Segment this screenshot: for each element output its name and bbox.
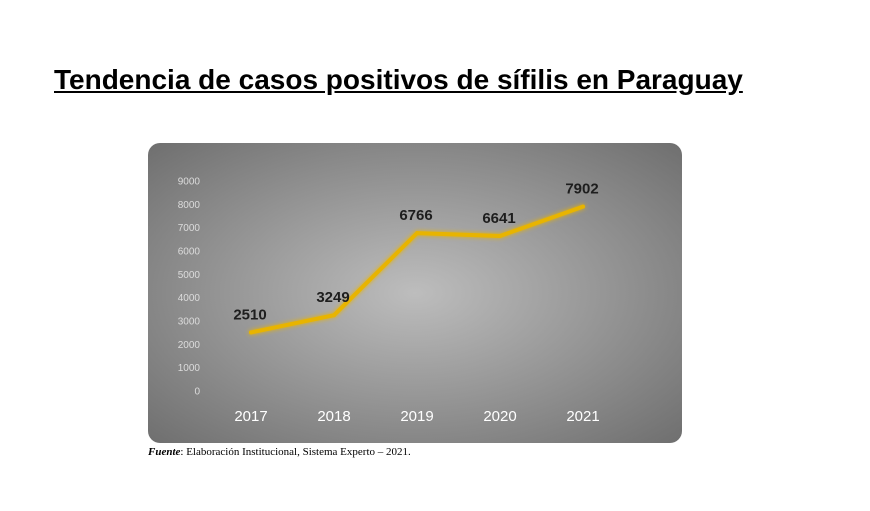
chart-container: 0 1000 2000 3000 4000 5000 6000 7000 8000 9000 20… (148, 143, 682, 443)
source-note: Fuente: Elaboración Institucional, Siste… (148, 446, 411, 458)
source-text: : Elaboración Institucional, Sistema Exp… (180, 446, 411, 458)
y-tick-label: 0 (194, 387, 200, 398)
x-tick-label: 2019 (400, 408, 433, 425)
data-point (581, 204, 585, 209)
x-tick-label: 2020 (483, 408, 516, 425)
y-tick-label: 1000 (178, 363, 201, 374)
data-label: 2510 (233, 306, 266, 323)
x-tick-label: 2017 (234, 408, 267, 425)
data-point (249, 330, 253, 335)
data-point (332, 313, 336, 318)
y-tick-label: 5000 (178, 270, 201, 281)
y-tick-label: 3000 (178, 317, 201, 328)
data-point (498, 234, 502, 239)
data-label: 7902 (565, 181, 598, 198)
page-title: Tendencia de casos positivos de sífilis … (54, 64, 743, 95)
x-tick-label: 2021 (566, 408, 599, 425)
x-tick-label: 2018 (317, 408, 350, 425)
y-tick-label: 6000 (178, 247, 201, 258)
y-tick-label: 4000 (178, 293, 201, 304)
source-label: Fuente (148, 446, 181, 458)
x-axis: 2017 2018 2019 2020 2021 (234, 408, 599, 425)
series-line-group (249, 204, 585, 335)
y-tick-label: 9000 (178, 177, 201, 188)
line-chart: 0 1000 2000 3000 4000 5000 6000 7000 8000 9000 20… (148, 143, 682, 443)
y-tick-label: 7000 (178, 223, 201, 234)
y-tick-label: 8000 (178, 200, 201, 211)
y-tick-label: 2000 (178, 340, 201, 351)
data-label: 3249 (316, 289, 349, 306)
data-point (415, 231, 419, 236)
chart-background (148, 143, 682, 443)
data-label: 6641 (482, 210, 515, 227)
data-label: 6766 (399, 207, 432, 224)
data-labels: 2510 3249 6766 6641 7902 (233, 181, 598, 324)
y-axis: 0 1000 2000 3000 4000 5000 6000 7000 8000 9000 (178, 177, 201, 398)
